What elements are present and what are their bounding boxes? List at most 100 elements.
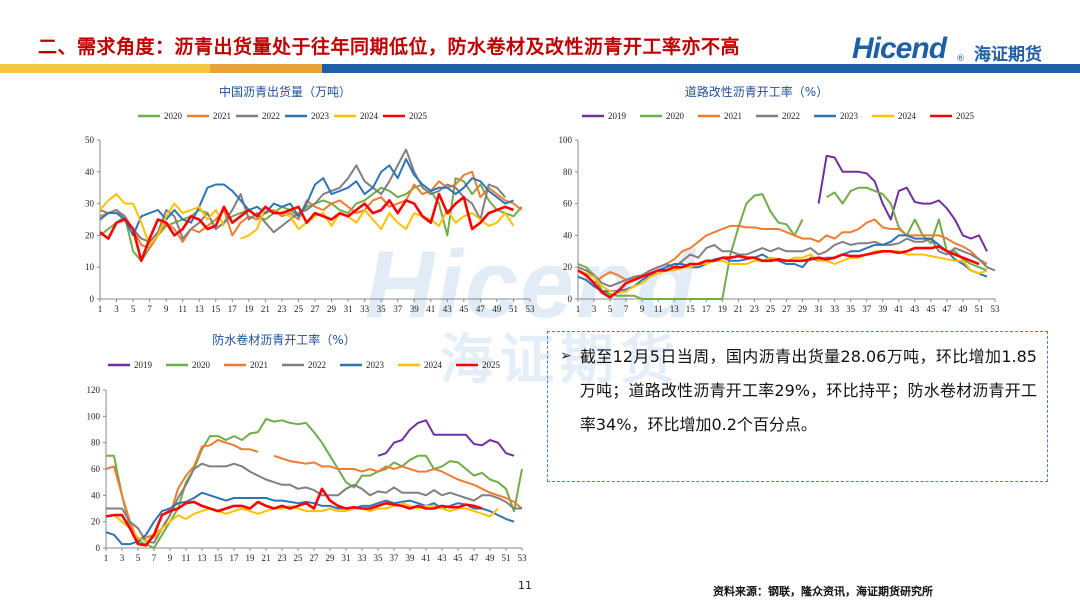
x-tick-label: 39: [878, 304, 888, 314]
legend-label-2023: 2023: [366, 360, 385, 370]
chart-title: 中国沥青出货量（万吨）: [219, 84, 351, 99]
x-tick-label: 13: [198, 553, 208, 563]
header-bar-blue: [322, 64, 1080, 73]
y-tick-label: 0: [96, 543, 101, 553]
series-line-2022: [577, 237, 996, 288]
x-tick-label: 29: [327, 304, 337, 314]
page-number: 11: [518, 579, 532, 592]
legend-label-2019: 2019: [134, 360, 153, 370]
x-tick-label: 31: [344, 304, 353, 314]
x-tick-label: 5: [608, 304, 613, 314]
x-tick-label: 35: [377, 304, 387, 314]
x-tick-label: 25: [766, 304, 776, 314]
x-tick-label: 1: [576, 304, 581, 314]
x-tick-label: 17: [702, 304, 712, 314]
x-tick-label: 1: [104, 553, 109, 563]
logo-wordmark: Hicend: [852, 32, 947, 65]
x-tick-label: 17: [228, 304, 238, 314]
legend-label-2024: 2024: [360, 111, 379, 121]
x-tick-label: 7: [147, 304, 152, 314]
series-line-2024: [105, 502, 499, 543]
x-tick-label: 1: [98, 304, 103, 314]
chart-title: 道路改性沥青开工率（%）: [685, 84, 828, 99]
x-tick-label: 3: [120, 553, 125, 563]
series-line-2025: [105, 487, 483, 547]
x-tick-label: 33: [358, 553, 368, 563]
x-tick-label: 39: [410, 304, 420, 314]
x-tick-label: 47: [942, 304, 952, 314]
header-bar-yellow: [0, 64, 210, 73]
y-tick-label: 20: [91, 517, 101, 527]
x-tick-label: 7: [624, 304, 629, 314]
chart-waterproof-membrane-rate: 防水卷材沥青开工率（%）2019 2020 2021 2022 2023 2024 2025…: [87, 332, 528, 563]
x-tick-label: 35: [374, 553, 384, 563]
legend-label-2023: 2023: [840, 111, 859, 121]
x-tick-label: 53: [518, 553, 528, 563]
x-tick-label: 3: [592, 304, 597, 314]
x-tick-label: 39: [406, 553, 416, 563]
y-tick-label: 20: [85, 230, 95, 240]
x-tick-label: 51: [974, 304, 983, 314]
x-tick-label: 31: [814, 304, 823, 314]
x-tick-label: 43: [438, 553, 448, 563]
x-tick-label: 37: [862, 304, 872, 314]
y-tick-label: 80: [563, 167, 573, 177]
x-tick-label: 43: [443, 304, 453, 314]
y-tick-label: 40: [563, 230, 573, 240]
x-tick-label: 41: [426, 304, 435, 314]
x-tick-label: 27: [310, 553, 320, 563]
x-tick-label: 23: [278, 553, 288, 563]
legend-label-2024: 2024: [424, 360, 443, 370]
header-bar-orange: [210, 64, 322, 73]
series-line-2019: [377, 419, 515, 457]
series-line-2021: [99, 170, 523, 250]
x-tick-label: 27: [311, 304, 321, 314]
x-tick-label: 45: [926, 304, 936, 314]
legend-label-2021: 2021: [213, 111, 231, 121]
x-tick-label: 5: [131, 304, 136, 314]
x-tick-label: 21: [261, 304, 270, 314]
x-tick-label: 9: [640, 304, 645, 314]
x-tick-label: 27: [782, 304, 792, 314]
x-tick-label: 47: [476, 304, 486, 314]
y-tick-label: 50: [85, 135, 95, 145]
y-tick-label: 0: [90, 294, 95, 304]
x-tick-label: 37: [393, 304, 403, 314]
y-tick-label: 100: [87, 411, 101, 421]
summary-box: ➢ 截至12月5日当周，国内沥青出货量28.06万吨，环比增加1.85万吨；道路…: [547, 331, 1048, 482]
logo-registered-mark: ®: [956, 54, 965, 64]
x-tick-label: 19: [246, 553, 256, 563]
x-tick-label: 49: [958, 304, 968, 314]
x-tick-label: 33: [830, 304, 840, 314]
x-tick-label: 49: [492, 304, 502, 314]
x-tick-label: 41: [894, 304, 903, 314]
x-tick-label: 25: [294, 304, 304, 314]
x-tick-label: 33: [360, 304, 370, 314]
x-tick-label: 7: [152, 553, 157, 563]
x-tick-label: 53: [526, 304, 536, 314]
x-tick-label: 29: [326, 553, 336, 563]
series-line-2022: [106, 462, 522, 544]
x-tick-label: 19: [718, 304, 728, 314]
y-tick-label: 30: [85, 199, 95, 209]
chart-road-modified-asphalt-rate: 道路改性沥青开工率（%）2019 2020 2021 2022 2023 2024 2025…: [559, 84, 1001, 314]
y-tick-label: 60: [563, 199, 573, 209]
legend-label-2019: 2019: [608, 111, 627, 121]
x-tick-label: 51: [502, 553, 511, 563]
legend-label-2020: 2020: [164, 111, 183, 121]
x-tick-label: 11: [654, 304, 663, 314]
series-line-2024: [577, 250, 988, 294]
x-tick-label: 47: [470, 553, 480, 563]
x-tick-label: 21: [262, 553, 271, 563]
series-line-2025: [99, 192, 514, 263]
y-tick-label: 40: [85, 167, 95, 177]
series-line-2021: [577, 218, 988, 285]
legend-label-2022: 2022: [782, 111, 800, 121]
y-tick-label: 10: [85, 262, 95, 272]
series-line-2023: [577, 234, 988, 293]
x-tick-label: 19: [244, 304, 254, 314]
legend-label-2021: 2021: [724, 111, 742, 121]
y-tick-label: 60: [91, 464, 101, 474]
legend-label-2020: 2020: [192, 360, 211, 370]
x-tick-label: 49: [486, 553, 496, 563]
